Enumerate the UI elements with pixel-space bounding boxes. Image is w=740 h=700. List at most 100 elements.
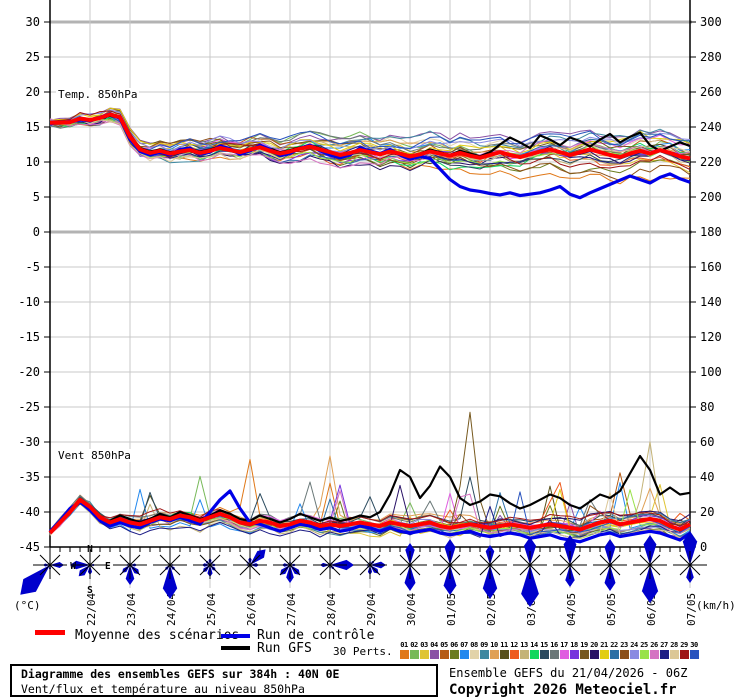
svg-text:5: 5 [33,190,40,204]
control-line-swatch [221,634,250,638]
svg-text:30/04: 30/04 [405,593,418,626]
svg-text:-45: -45 [18,540,40,554]
pert-01-legend: 01 [399,640,409,659]
pert-15-swatch [539,650,549,659]
pert-20-number: 20 [590,641,598,649]
pert-04-number: 04 [430,641,438,649]
pert-21-legend: 21 [599,640,609,659]
pert-21-number: 21 [600,641,608,649]
pert-15-number: 15 [540,641,548,649]
mean-legend-label: Moyenne des scénarios [75,628,240,643]
pert-23-legend: 23 [619,640,629,659]
svg-text:280: 280 [700,50,722,64]
svg-text:-20: -20 [18,365,40,379]
svg-text:60: 60 [700,435,714,449]
pert-13-number: 13 [520,641,528,649]
pert-27-legend: 27 [659,640,669,659]
control-legend-label: Run de contrôle [257,628,375,643]
pert-24-swatch [629,650,639,659]
pert-21-swatch [599,650,609,659]
gridlines [50,0,692,588]
pert-16-legend: 16 [549,640,559,659]
svg-text:06/05: 06/05 [645,593,658,626]
diagram-subtitle: Vent/flux et température au niveau 850hP… [21,682,305,696]
svg-text:10: 10 [26,155,40,169]
svg-text:-15: -15 [18,330,40,344]
svg-text:40: 40 [700,470,714,484]
pert-04-legend: 04 [429,640,439,659]
wind-roses [20,531,707,607]
pert-27-number: 27 [660,641,668,649]
svg-text:220: 220 [700,155,722,169]
temp-panel-label: Temp. 850hPa [56,88,140,101]
svg-text:260: 260 [700,85,722,99]
svg-text:80: 80 [700,400,714,414]
pert-30-swatch [689,650,699,659]
svg-text:27/04: 27/04 [285,593,298,626]
pert-14-number: 14 [530,641,538,649]
main-lines [48,112,691,544]
pert-25-number: 25 [640,641,648,649]
svg-text:120: 120 [700,330,722,344]
svg-text:100: 100 [700,365,722,379]
svg-text:E: E [105,561,111,572]
svg-text:160: 160 [700,260,722,274]
pert-18-number: 18 [570,641,578,649]
pert-20-swatch [589,650,599,659]
diagram-title: Diagramme des ensembles GEFS sur 384h : … [21,667,340,681]
pert-03-number: 03 [420,641,428,649]
svg-text:22/04: 22/04 [85,593,98,626]
compass-labels: N S E W [70,544,111,596]
pert-26-legend: 26 [649,640,659,659]
run-info: Ensemble GEFS du 21/04/2026 - 06Z [449,666,688,680]
svg-text:-25: -25 [18,400,40,414]
pert-09-swatch [479,650,489,659]
right-axis-unit: (km/h) [696,599,736,612]
pert-11-number: 11 [500,641,508,649]
pert-30-number: 30 [690,641,698,649]
svg-text:07/05: 07/05 [685,593,698,626]
copyright: Copyright 2026 Meteociel.fr [449,682,677,698]
pert-10-number: 10 [490,641,498,649]
pert-13-swatch [519,650,529,659]
pert-20-legend: 20 [589,640,599,659]
gfs-line-swatch [221,646,250,650]
pert-05-number: 05 [440,641,448,649]
pert-10-legend: 10 [489,640,499,659]
pert-19-legend: 19 [579,640,589,659]
svg-text:26/04: 26/04 [245,593,258,626]
svg-text:-35: -35 [18,470,40,484]
pert-09-number: 09 [480,641,488,649]
pert-08-legend: 08 [469,640,479,659]
pert-10-swatch [489,650,499,659]
pert-18-swatch [569,650,579,659]
perts-count-label: 30 Perts. [333,645,393,658]
pert-16-swatch [549,650,559,659]
pert-01-number: 01 [400,641,408,649]
pert-24-legend: 24 [629,640,639,659]
pert-25-swatch [639,650,649,659]
svg-text:0: 0 [33,225,40,239]
svg-text:20: 20 [700,505,714,519]
pert-24-number: 24 [630,641,638,649]
svg-text:30: 30 [26,15,40,29]
pert-19-number: 19 [580,641,588,649]
svg-text:200: 200 [700,190,722,204]
svg-text:28/04: 28/04 [325,593,338,626]
pert-04-swatch [429,650,439,659]
svg-text:N: N [87,544,93,555]
svg-text:-10: -10 [18,295,40,309]
pert-05-swatch [439,650,449,659]
pert-02-number: 02 [410,641,418,649]
pert-28-number: 28 [670,641,678,649]
gfs-legend-label: Run GFS [257,641,312,656]
pert-16-number: 16 [550,641,558,649]
pert-12-swatch [509,650,519,659]
pert-03-swatch [419,650,429,659]
pert-17-legend: 17 [559,640,569,659]
pert-08-number: 08 [470,641,478,649]
pert-22-legend: 22 [609,640,619,659]
svg-text:23/04: 23/04 [125,593,138,626]
svg-text:-5: -5 [26,260,40,274]
left-axis-unit: (°C) [14,599,41,612]
